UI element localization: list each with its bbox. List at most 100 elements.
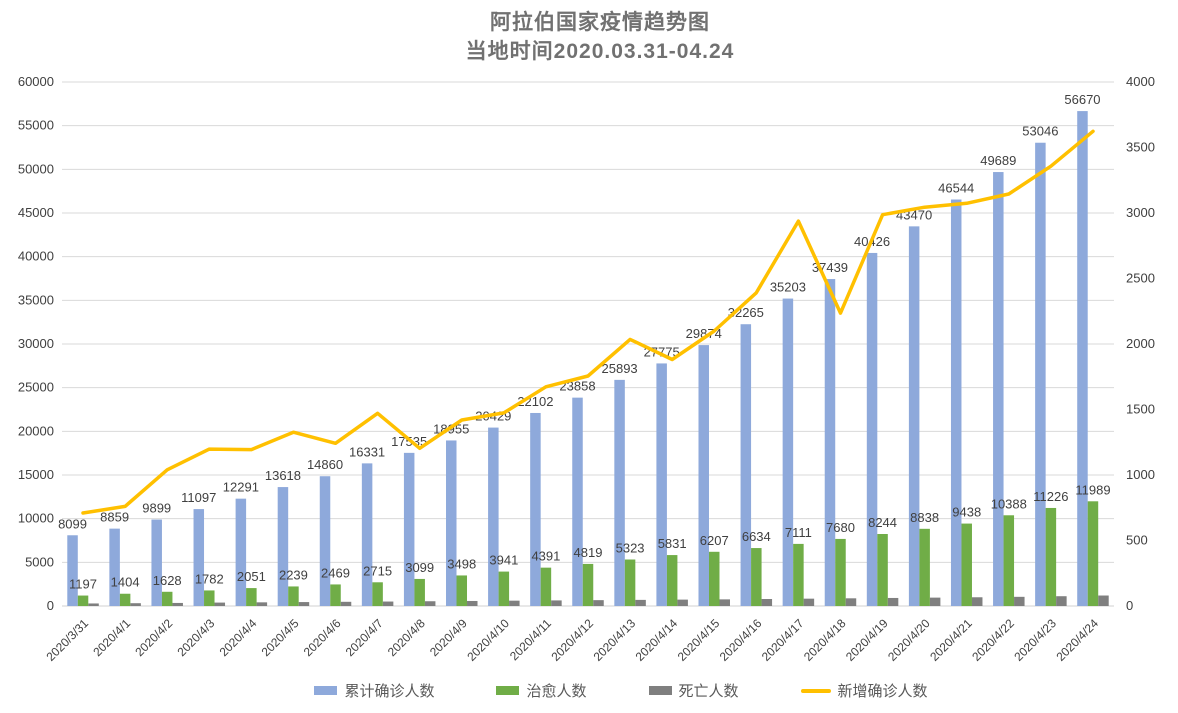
x-axis-label: 2020/4/7	[343, 616, 386, 659]
bar-recovered	[498, 571, 510, 606]
y-axis-tick-left: 35000	[18, 292, 54, 307]
bar-cumulative-confirmed	[277, 487, 289, 606]
deaths-bar-swatch-icon	[648, 686, 672, 695]
bar-value-label-cumulative-confirmed: 9899	[142, 501, 171, 516]
x-axis-label: 2020/4/17	[759, 616, 807, 664]
bar-recovered	[582, 563, 594, 606]
bar-cumulative-confirmed	[656, 363, 667, 606]
bar-value-label-recovered: 1628	[153, 573, 182, 588]
bar-value-label-recovered: 11226	[1033, 489, 1068, 504]
bar-deaths	[130, 603, 141, 606]
bar-value-label-cumulative-confirmed: 49689	[980, 153, 1016, 168]
bar-value-label-cumulative-confirmed: 14860	[307, 457, 343, 472]
y-axis-tick-left: 60000	[18, 74, 54, 89]
confirmed-bar-swatch-icon	[314, 686, 338, 695]
bar-value-label-cumulative-confirmed: 27775	[644, 344, 680, 359]
bar-value-label-recovered: 8838	[910, 510, 939, 525]
bar-value-label-cumulative-confirmed: 8099	[58, 516, 87, 531]
bar-recovered	[666, 555, 678, 606]
y-axis-tick-left: 40000	[18, 249, 54, 264]
bar-cumulative-confirmed	[446, 440, 457, 606]
bar-deaths	[424, 601, 436, 606]
bar-value-label-recovered: 3941	[489, 553, 518, 568]
bar-value-label-recovered: 2469	[321, 565, 350, 580]
y-axis-tick-left: 20000	[18, 423, 54, 438]
y-axis-tick-right: 0	[1126, 598, 1133, 613]
bar-deaths	[761, 599, 773, 606]
bar-value-label-recovered: 5323	[616, 541, 645, 556]
legend-item-recovered: 治愈人数	[496, 680, 587, 701]
bar-cumulative-confirmed	[530, 412, 541, 606]
bar-deaths	[172, 602, 183, 606]
x-axis-label: 2020/4/3	[174, 616, 217, 659]
bar-value-label-recovered: 4391	[531, 549, 560, 564]
bar-recovered	[1003, 515, 1015, 606]
bar-value-label-recovered: 2715	[363, 563, 392, 578]
bar-deaths	[845, 598, 857, 606]
bar-deaths	[88, 603, 99, 606]
bar-value-label-recovered: 6207	[700, 533, 729, 548]
y-axis-tick-right: 4000	[1126, 74, 1155, 89]
bar-recovered	[877, 534, 888, 606]
recovered-bar-swatch-icon	[496, 686, 520, 695]
y-axis-tick-left: 5000	[25, 554, 54, 569]
bar-deaths	[509, 600, 520, 606]
bar-cumulative-confirmed	[740, 324, 752, 606]
x-axis-label: 2020/4/18	[801, 616, 849, 664]
y-axis-tick-left: 55000	[18, 118, 54, 133]
x-axis-label: 2020/4/13	[591, 616, 639, 664]
bar-cumulative-confirmed	[67, 535, 78, 606]
bar-recovered	[330, 584, 341, 606]
bar-value-label-recovered: 3498	[447, 556, 476, 571]
bar-recovered	[835, 538, 846, 606]
x-axis-label: 2020/4/22	[969, 616, 1017, 664]
legend-label-cumulative-confirmed: 累计确诊人数	[344, 683, 435, 700]
x-axis-label: 2020/4/11	[507, 616, 554, 663]
bar-cumulative-confirmed	[319, 476, 331, 606]
bar-cumulative-confirmed	[193, 509, 205, 606]
bar-cumulative-confirmed	[151, 519, 162, 606]
bar-value-label-recovered: 4819	[574, 545, 603, 560]
x-axis-label: 2020/4/12	[548, 616, 596, 664]
bar-deaths	[719, 599, 730, 606]
bar-cumulative-confirmed	[235, 498, 247, 606]
y-axis-tick-left: 25000	[18, 380, 54, 395]
bar-recovered	[1087, 501, 1099, 606]
bar-recovered	[1045, 507, 1057, 606]
bar-recovered	[708, 551, 720, 606]
bar-deaths	[214, 602, 226, 606]
bar-cumulative-confirmed	[824, 279, 836, 606]
bar-value-label-cumulative-confirmed: 56670	[1064, 92, 1100, 107]
legend-item-cumulative-confirmed: 累计确诊人数	[314, 680, 434, 701]
bar-cumulative-confirmed	[488, 427, 499, 606]
bar-deaths	[887, 597, 899, 606]
legend-label-recovered: 治愈人数	[526, 683, 587, 700]
bar-cumulative-confirmed	[361, 463, 373, 606]
bar-deaths	[298, 602, 310, 606]
x-axis-label: 2020/4/15	[675, 616, 723, 664]
chart-legend: 累计确诊人数 治愈人数 死亡人数 新增确诊人数	[32, 680, 1178, 701]
y-axis-tick-left: 50000	[18, 161, 54, 176]
chart-title: 阿拉伯国家疫情趋势图 当地时间2020.03.31-04.24	[0, 8, 1178, 66]
bar-cumulative-confirmed	[1077, 111, 1088, 606]
bar-deaths	[971, 597, 983, 606]
x-axis-label: 2020/3/31	[44, 616, 92, 664]
x-axis-label: 2020/4/14	[633, 616, 681, 664]
legend-label-deaths: 死亡人数	[678, 683, 739, 700]
bar-value-label-recovered: 1782	[195, 571, 224, 586]
x-axis-label: 2020/4/20	[885, 616, 933, 664]
bar-value-label-cumulative-confirmed: 53046	[1022, 124, 1058, 139]
bar-value-label-recovered: 6634	[742, 529, 771, 544]
x-axis-label: 2020/4/4	[217, 616, 260, 659]
bar-cumulative-confirmed	[950, 199, 962, 606]
bar-recovered	[793, 543, 804, 606]
legend-item-deaths: 死亡人数	[648, 680, 739, 701]
bar-recovered	[751, 548, 762, 606]
chart-title-line1: 阿拉伯国家疫情趋势图	[490, 11, 710, 34]
bar-deaths	[1014, 596, 1025, 606]
bar-deaths	[593, 600, 604, 606]
y-axis-tick-right: 2500	[1126, 271, 1155, 286]
bar-value-label-recovered: 1197	[69, 577, 97, 592]
bar-recovered	[246, 588, 257, 606]
